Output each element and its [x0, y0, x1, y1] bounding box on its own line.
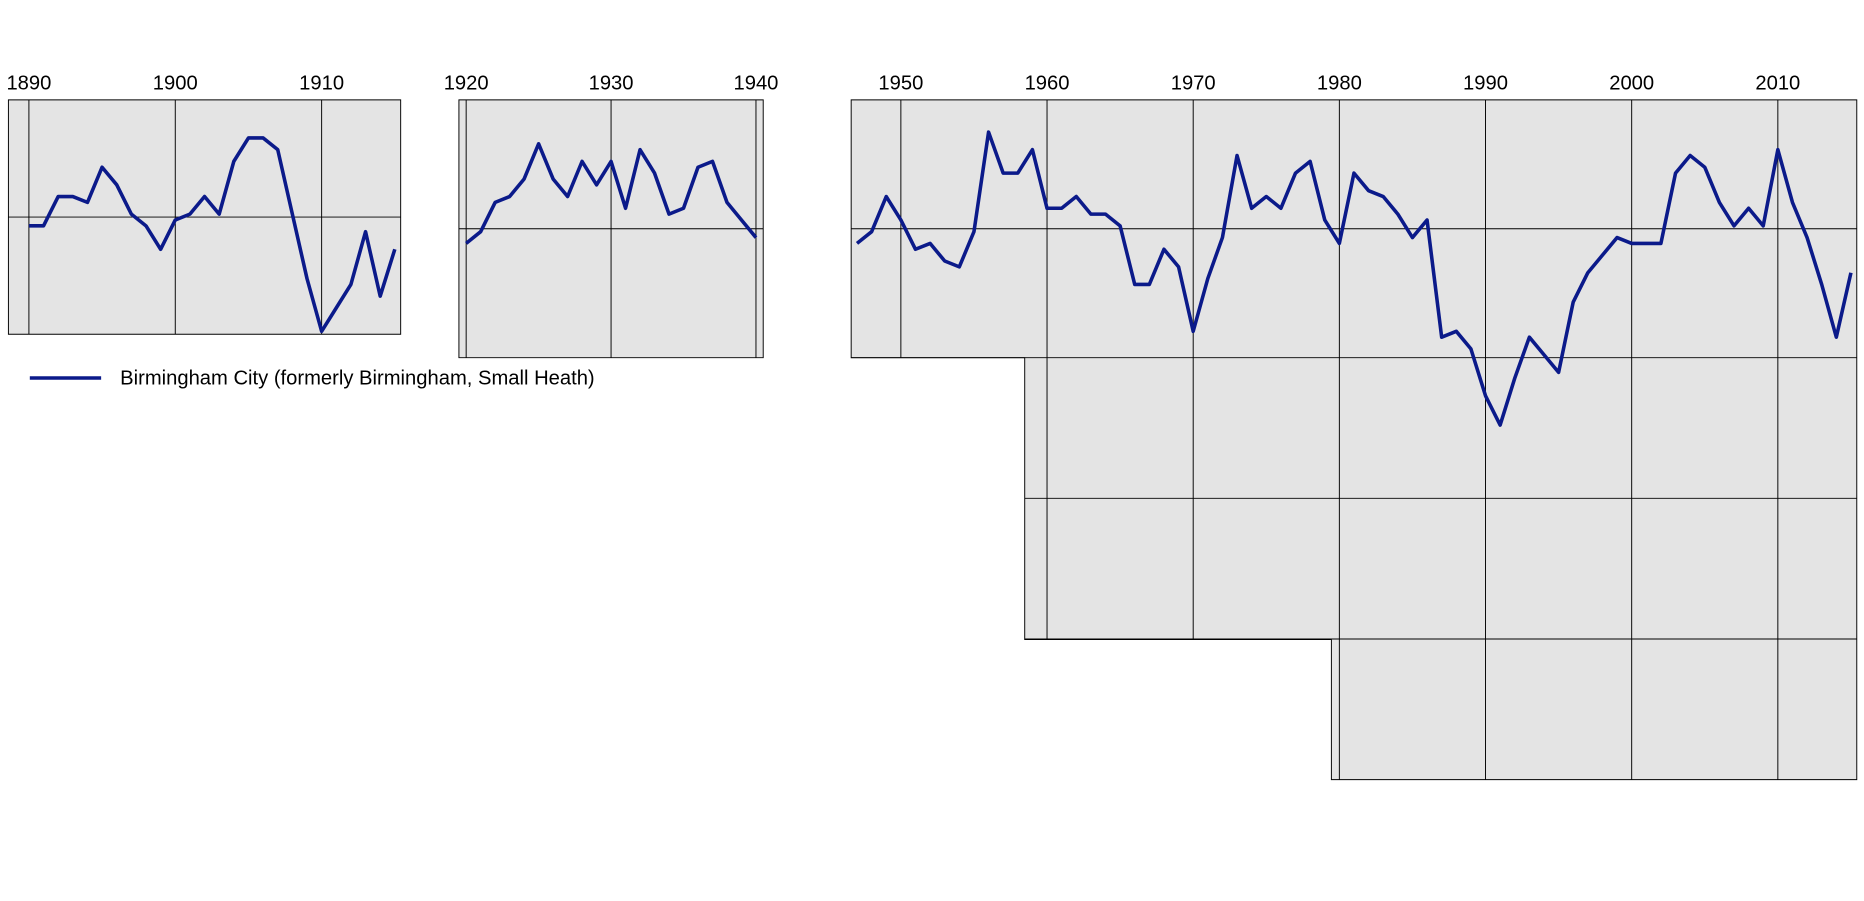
x-tick-label: 1970: [1171, 73, 1216, 95]
x-tick-label: 1920: [444, 73, 489, 95]
x-tick-label: 1890: [6, 73, 51, 95]
x-tick-label: 1960: [1025, 73, 1070, 95]
x-tick-label: 1910: [299, 73, 344, 95]
series-line: [28, 136, 397, 334]
x-tick-label: 2000: [1609, 73, 1654, 95]
panel-border: [850, 99, 1858, 781]
series-line: [465, 142, 758, 245]
x-tick-label: 1990: [1463, 73, 1508, 95]
x-tick-label: 1980: [1317, 73, 1362, 95]
panel-background: [851, 99, 1857, 780]
panel-border: [458, 99, 764, 359]
grid: [458, 99, 764, 358]
grid: [8, 99, 401, 335]
x-tick-label: 1900: [153, 73, 198, 95]
legend-label: Birmingham City (formerly Birmingham, Sm…: [120, 368, 595, 390]
x-tick-label: 2010: [1755, 73, 1800, 95]
series-line: [855, 130, 1853, 427]
x-tick-label: 1940: [734, 73, 779, 95]
x-tick-label: 1950: [878, 73, 923, 95]
panel-border: [7, 99, 402, 335]
x-tick-label: 1930: [589, 73, 634, 95]
